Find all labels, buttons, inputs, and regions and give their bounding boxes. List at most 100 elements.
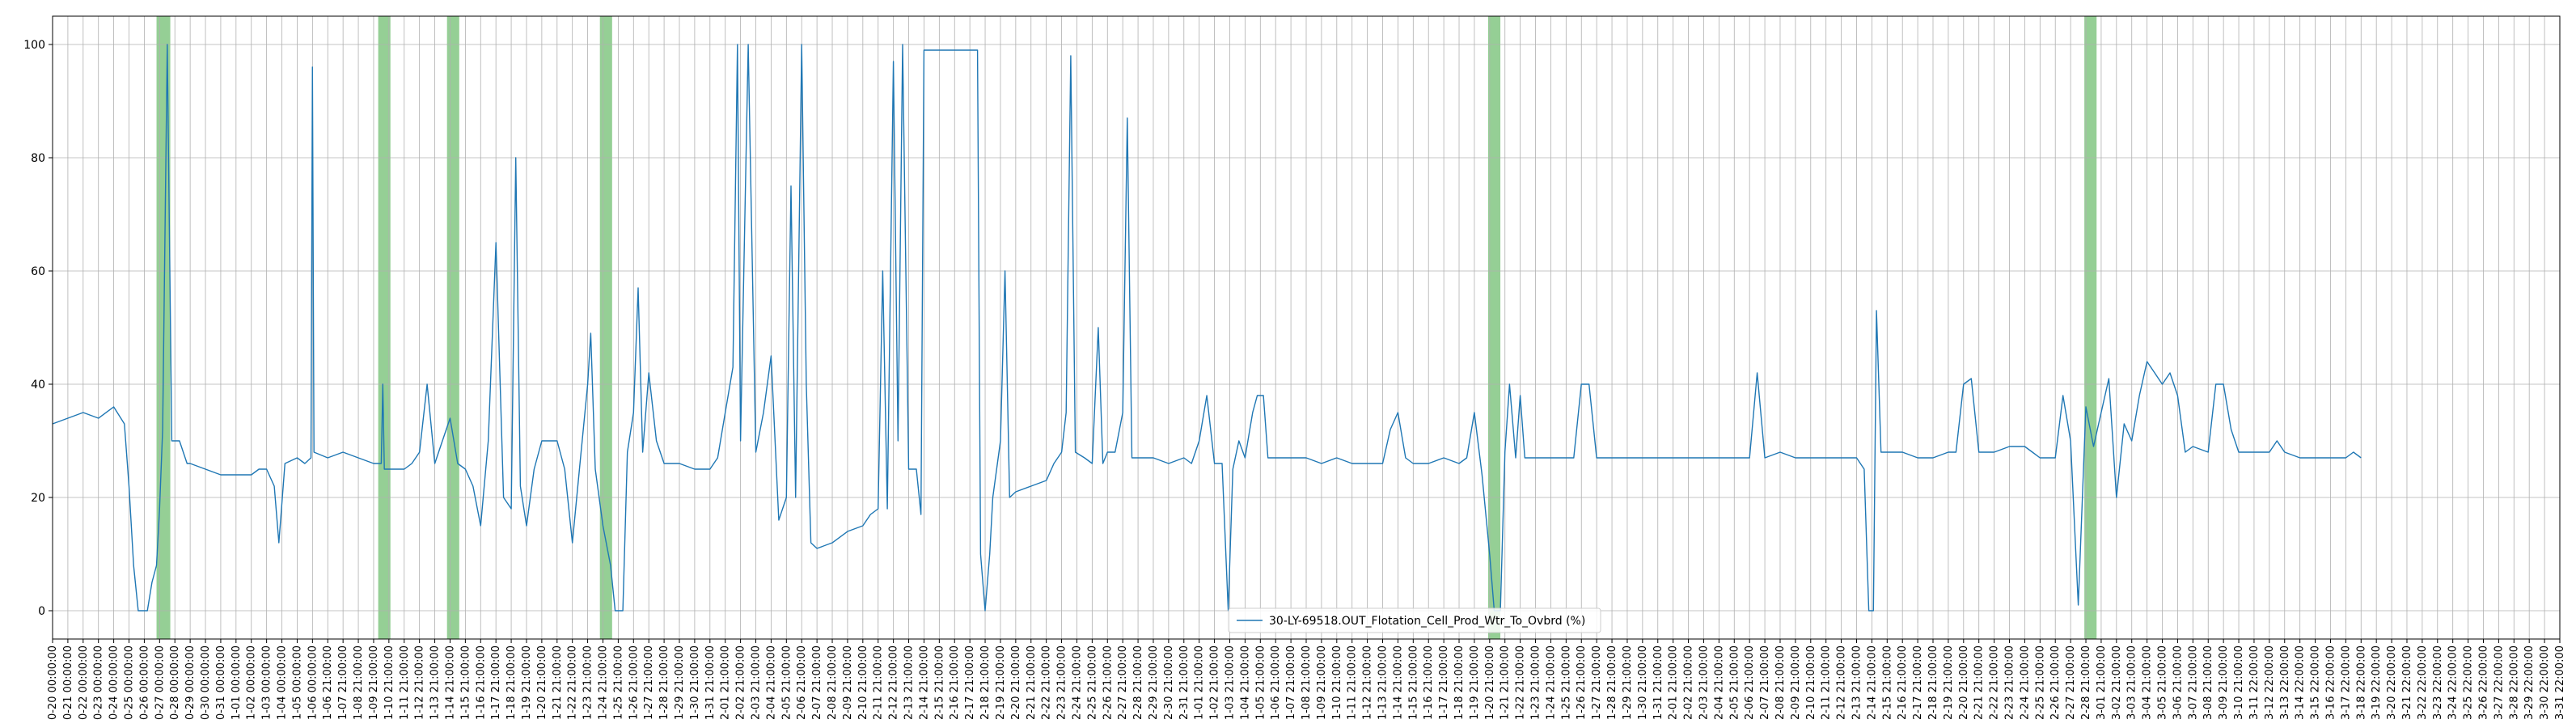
x-tick-label-17: 1-06 00:00:00: [307, 645, 319, 720]
legend: 30-LY-69518.OUT_Flotation_Cell_Prod_Wtr_…: [1228, 607, 1601, 633]
x-tick-label-4: 0-24 00:00:00: [108, 645, 121, 720]
y-tick-label-3: 60: [31, 265, 45, 278]
y-tick-label-1: 20: [31, 492, 45, 505]
x-axis-ticks: 0-20 00:00:00 0-21 00:00:00 0-22 00:00:00 0…: [47, 639, 2566, 720]
x-tick-label-133: 2-28 21:00:00: [2080, 645, 2092, 720]
x-tick-label-130: 2-25 21:00:00: [2034, 645, 2046, 720]
x-tick-label-38: 1-26 21:00:00: [628, 645, 640, 720]
x-tick-label-46: 2-03 21:00:00: [751, 645, 763, 720]
y-tick-label-4: 80: [31, 152, 45, 165]
x-tick-label-162: 3-29 22:00:00: [2523, 645, 2536, 720]
x-tick-label-9: 0-29 00:00:00: [184, 645, 197, 720]
x-tick-label-68: 2-25 21:00:00: [1086, 645, 1098, 720]
x-tick-label-83: 1-09 21:00:00: [1316, 645, 1328, 720]
x-tick-label-112: 2-07 21:00:00: [1759, 645, 1771, 720]
x-tick-label-65: 2-22 21:00:00: [1041, 645, 1053, 720]
x-tick-label-16: 1-05 00:00:00: [291, 645, 303, 720]
x-tick-label-48: 2-05 21:00:00: [780, 645, 793, 720]
x-tick-label-161: 3-28 22:00:00: [2508, 645, 2520, 720]
x-tick-label-98: 1-24 21:00:00: [1545, 645, 1557, 720]
x-tick-label-37: 1-25 21:00:00: [612, 645, 624, 720]
y-tick-label-2: 40: [31, 379, 45, 392]
x-tick-label-15: 1-04 00:00:00: [277, 645, 289, 720]
x-tick-label-123: 2-18 21:00:00: [1927, 645, 1939, 720]
x-tick-label-95: 1-21 21:00:00: [1499, 645, 1512, 720]
x-tick-label-151: 3-18 22:00:00: [2355, 645, 2367, 720]
x-tick-label-93: 1-19 21:00:00: [1469, 645, 1481, 720]
y-tick-label-5: 100: [23, 39, 45, 52]
x-tick-label-78: 1-04 21:00:00: [1239, 645, 1251, 720]
x-tick-label-14: 1-03 00:00:00: [261, 645, 273, 720]
x-tick-label-11: 0-31 00:00:00: [215, 645, 227, 720]
x-tick-label-89: 1-15 21:00:00: [1407, 645, 1419, 720]
x-tick-label-148: 3-15 22:00:00: [2310, 645, 2322, 720]
x-tick-label-36: 1-24 21:00:00: [597, 645, 609, 720]
highlight-band-3: [599, 16, 612, 639]
x-tick-label-114: 2-09 21:00:00: [1790, 645, 1802, 720]
x-tick-label-101: 1-27 21:00:00: [1591, 645, 1603, 720]
x-tick-label-107: 2-02 21:00:00: [1683, 645, 1695, 720]
x-tick-label-142: 3-09 21:00:00: [2218, 645, 2230, 720]
x-tick-label-102: 1-28 21:00:00: [1606, 645, 1618, 720]
x-tick-label-34: 1-22 21:00:00: [567, 645, 579, 720]
x-tick-label-44: 2-01 21:00:00: [720, 645, 732, 720]
legend-box: [1228, 607, 1601, 633]
x-tick-label-131: 2-26 21:00:00: [2049, 645, 2062, 720]
x-tick-label-91: 1-17 21:00:00: [1438, 645, 1450, 720]
x-tick-label-128: 2-23 21:00:00: [2004, 645, 2016, 720]
x-tick-label-47: 2-04 21:00:00: [765, 645, 777, 720]
x-tick-label-61: 2-18 21:00:00: [979, 645, 992, 720]
x-tick-label-81: 1-07 21:00:00: [1285, 645, 1297, 720]
x-tick-label-56: 2-13 21:00:00: [903, 645, 916, 720]
x-tick-label-92: 1-18 21:00:00: [1453, 645, 1466, 720]
x-tick-label-87: 1-13 21:00:00: [1377, 645, 1390, 720]
x-tick-label-109: 2-04 21:00:00: [1713, 645, 1725, 720]
x-tick-label-125: 2-20 21:00:00: [1958, 645, 1970, 720]
x-tick-label-144: 3-11 22:00:00: [2248, 645, 2261, 720]
x-tick-label-49: 2-06 21:00:00: [796, 645, 808, 720]
x-tick-label-139: 3-06 21:00:00: [2172, 645, 2184, 720]
x-tick-label-32: 1-20 21:00:00: [536, 645, 548, 720]
x-tick-label-21: 1-09 21:00:00: [368, 645, 380, 720]
x-tick-label-25: 1-13 21:00:00: [429, 645, 442, 720]
x-tick-label-13: 1-02 00:00:00: [246, 645, 258, 720]
x-tick-label-50: 2-07 21:00:00: [811, 645, 823, 720]
x-tick-label-97: 1-23 21:00:00: [1530, 645, 1542, 720]
x-tick-label-111: 2-06 21:00:00: [1744, 645, 1756, 720]
highlight-band-4: [1487, 16, 1501, 639]
x-tick-label-26: 1-14 21:00:00: [444, 645, 456, 720]
x-tick-label-127: 2-22 21:00:00: [1989, 645, 2001, 720]
x-tick-label-96: 1-22 21:00:00: [1515, 645, 1527, 720]
x-tick-label-100: 1-26 21:00:00: [1576, 645, 1588, 720]
x-tick-label-29: 1-17 21:00:00: [490, 645, 502, 720]
x-tick-label-137: 3-04 21:00:00: [2142, 645, 2154, 720]
x-tick-label-158: 3-25 22:00:00: [2463, 645, 2475, 720]
x-tick-label-152: 3-19 22:00:00: [2371, 645, 2383, 720]
x-tick-label-156: 3-23 22:00:00: [2432, 645, 2444, 720]
x-tick-label-23: 1-11 21:00:00: [399, 645, 411, 720]
x-tick-label-8: 0-28 00:00:00: [169, 645, 181, 720]
x-tick-label-2: 0-22 00:00:00: [78, 645, 90, 720]
x-tick-label-64: 2-21 21:00:00: [1026, 645, 1038, 720]
x-tick-label-119: 2-14 21:00:00: [1866, 645, 1878, 720]
x-tick-label-122: 2-17 21:00:00: [1912, 645, 1924, 720]
x-tick-label-103: 1-29 21:00:00: [1622, 645, 1634, 720]
x-tick-label-73: 2-30 21:00:00: [1163, 645, 1175, 720]
x-tick-label-160: 3-27 22:00:00: [2493, 645, 2505, 720]
x-tick-label-115: 2-10 21:00:00: [1805, 645, 1817, 720]
x-tick-label-90: 1-16 21:00:00: [1423, 645, 1435, 720]
x-tick-label-141: 3-08 21:00:00: [2202, 645, 2214, 720]
x-tick-label-45: 2-02 21:00:00: [735, 645, 747, 720]
highlight-band-2: [446, 16, 459, 639]
x-tick-label-33: 1-21 21:00:00: [552, 645, 564, 720]
x-tick-label-159: 3-26 22:00:00: [2477, 645, 2489, 720]
x-tick-label-80: 1-06 21:00:00: [1270, 645, 1282, 720]
highlight-band-5: [2084, 16, 2097, 639]
x-tick-label-86: 1-12 21:00:00: [1362, 645, 1374, 720]
x-tick-label-40: 1-28 21:00:00: [658, 645, 670, 720]
x-tick-label-69: 2-26 21:00:00: [1102, 645, 1114, 720]
x-tick-label-0: 0-20 00:00:00: [47, 645, 59, 720]
x-tick-label-134: 3-01 21:00:00: [2096, 645, 2108, 720]
x-tick-label-145: 3-12 22:00:00: [2264, 645, 2276, 720]
